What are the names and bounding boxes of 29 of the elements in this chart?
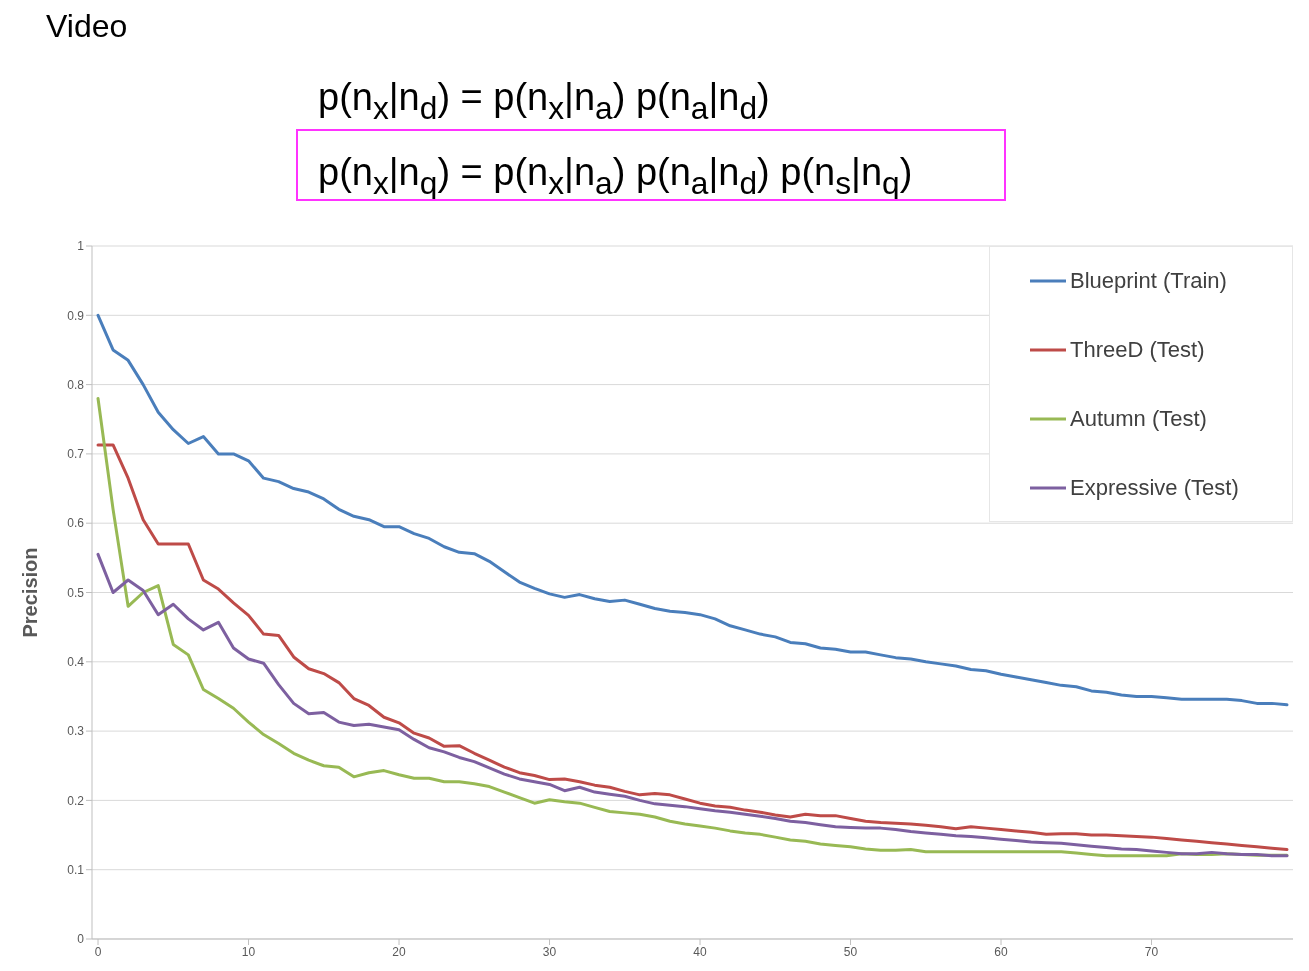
legend-label: ThreeD (Test): [1070, 336, 1205, 363]
x-tick-label: 70: [1144, 944, 1159, 959]
line-series: [96, 313, 1289, 707]
legend-label: Blueprint (Train): [1070, 267, 1227, 294]
y-tick-label: 0.4: [67, 655, 85, 670]
y-tick-label: 0.7: [67, 447, 85, 462]
y-tick-label: 0.1: [67, 862, 85, 877]
chart-title: Video: [46, 8, 128, 44]
text: p(n$_{x}$|n$_{d}$) = p(n$_{x}$|n$_{a}$) p(n$_{a}$|n$_{d}$): [318, 76, 770, 126]
y-tick-label: 0.5: [67, 585, 85, 600]
y-tick-label: 1: [77, 239, 85, 254]
y-tick-label: 0: [77, 932, 85, 947]
legend-label: Autumn (Test): [1070, 405, 1207, 432]
y-tick-label: 0.8: [67, 377, 85, 392]
x-tick-label: 40: [693, 944, 708, 959]
y-tick-label: 0.3: [67, 724, 85, 739]
y-tick-label: 0.2: [67, 793, 85, 808]
y-tick-label: 0.6: [67, 516, 85, 531]
x-tick-label: 60: [994, 944, 1009, 959]
legend-label: Expressive (Test): [1070, 474, 1239, 501]
line-series: [96, 552, 1289, 858]
x-tick-label: 10: [241, 944, 256, 959]
text: p(n$_{x}$|n$_{q}$) = p(n$_{x}$|n$_{a}$) p(n$_{a}$|n$_{d}$) p(n$_{s}$|n$_{q}$): [318, 151, 913, 201]
x-tick-label: 50: [843, 944, 858, 959]
x-tick-label: 30: [542, 944, 557, 959]
y-axis-title: Precision: [19, 547, 42, 638]
x-tick-label: 20: [392, 944, 407, 959]
x-tick-label: 0: [94, 944, 102, 959]
y-tick-label: 0.9: [67, 308, 85, 323]
